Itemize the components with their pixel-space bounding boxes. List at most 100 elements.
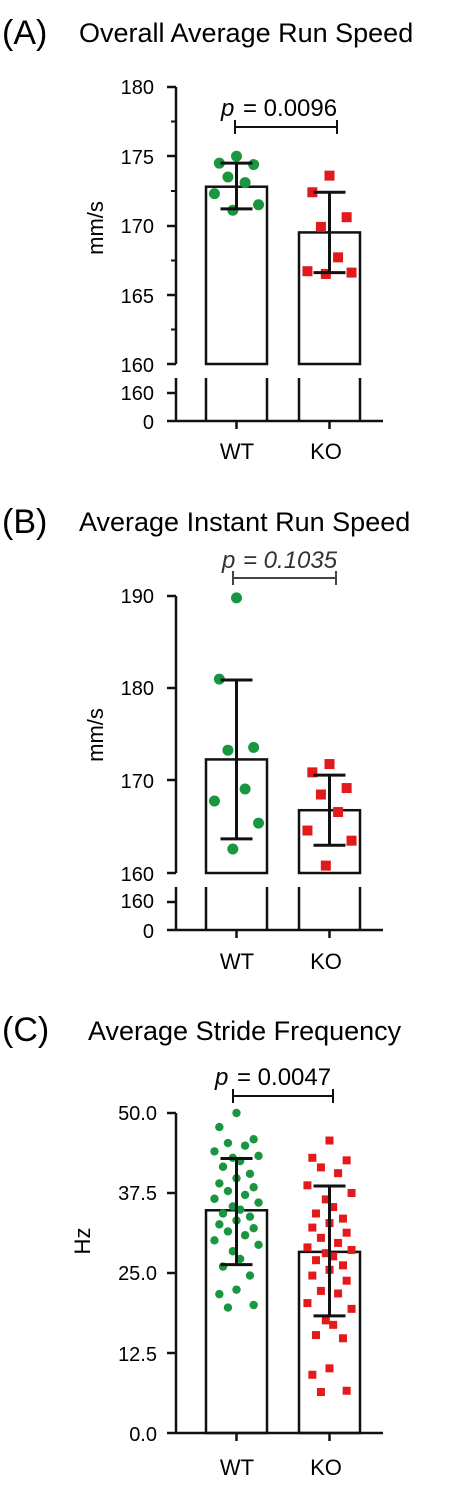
panel-c-y-axis-label: Hz (70, 1228, 95, 1255)
panel-b-point-wt (208, 795, 220, 807)
panel-c-point-ko (334, 1169, 343, 1178)
panel-c-point-wt (240, 1141, 250, 1150)
panel-c-point-ko (308, 1370, 317, 1379)
panel-b-point-ko (302, 825, 313, 836)
panel-c-point-ko (329, 1203, 338, 1212)
panel-b-ytick-label: 190 (121, 586, 154, 608)
panel-c-point-wt (254, 1198, 263, 1207)
panel-c-point-ko (334, 1238, 343, 1247)
panel-b-point-wt (231, 592, 242, 604)
panel-c-point-wt (223, 1227, 233, 1236)
panel-c-point-wt (232, 1108, 241, 1118)
panel-c-point-ko (338, 1261, 347, 1270)
panel-c-category-label: WT (220, 1455, 254, 1480)
panel-c-point-ko (342, 1156, 351, 1165)
panel-a: (A) Overall Average Run Speed mm/s p = 0… (2, 14, 413, 464)
panel-a-p-value: = 0.0096 (243, 95, 337, 122)
panel-b-category-label: KO (310, 949, 342, 974)
panel-a-point-ko (315, 221, 326, 232)
panel-c-point-wt (210, 1194, 219, 1203)
panel-c-point-ko (342, 1386, 351, 1395)
panel-a-ytick-label: 160 (121, 355, 154, 377)
panel-c-point-wt (215, 1179, 224, 1188)
panel-c-point-ko (342, 1276, 351, 1285)
panel-b-label: (B) (2, 503, 47, 541)
panel-c-point-ko (329, 1252, 338, 1261)
panel-b-point-wt (253, 817, 265, 829)
panel-c-point-ko (347, 1189, 356, 1197)
panel-c-point-ko (316, 1233, 325, 1242)
panel-c-point-ko (312, 1331, 321, 1340)
panel-b-ytick-label: 160 (121, 864, 154, 886)
panel-c-point-ko (321, 1195, 330, 1204)
panel-a-point-ko (341, 212, 352, 223)
panel-b-break-tick-label: 160 (121, 891, 154, 913)
panel-b-point-wt (213, 673, 225, 685)
panel-a-point-ko (346, 267, 357, 278)
panel-c-ytick-label: 50.0 (118, 1103, 157, 1125)
panel-b-p-label: p (221, 547, 235, 574)
panel-c-title: Average Stride Frequency (88, 1016, 402, 1046)
panel-c-point-wt (232, 1285, 241, 1294)
panel-a-break-tick-label: 160 (121, 383, 154, 405)
panel-c-point-ko (347, 1304, 356, 1313)
panel-b-point-wt (222, 744, 234, 756)
panel-a-title: Overall Average Run Speed (79, 18, 413, 48)
panel-c-point-ko (342, 1228, 351, 1237)
panel-a-point-ko (302, 266, 313, 277)
panel-c-point-wt (240, 1190, 250, 1200)
panel-c-point-wt (215, 1289, 224, 1299)
panel-b-point-ko (341, 783, 352, 794)
panel-a-point-wt (208, 188, 220, 200)
panel-c-point-ko (308, 1223, 317, 1232)
panel-a-ytick-label: 170 (121, 216, 154, 238)
panel-c-point-ko (308, 1153, 317, 1162)
panel-a-y-axis-label: mm/s (83, 201, 108, 255)
panel-b-title: Average Instant Run Speed (79, 507, 410, 537)
panel-c-point-ko (316, 1286, 325, 1295)
panel-c: (C) Average Stride Frequency Hz p = 0.00… (2, 1011, 402, 1480)
panel-a-point-ko (307, 187, 318, 198)
panel-c-point-ko (303, 1243, 312, 1252)
panel-c-ytick-label: 0.0 (129, 1424, 157, 1446)
panel-c-point-wt (235, 1254, 245, 1264)
panel-c-point-wt (254, 1240, 263, 1250)
panel-c-point-ko (303, 1299, 312, 1308)
panel-c-point-ko (338, 1214, 347, 1223)
panel-b-point-wt (227, 843, 239, 855)
panel-b-point-ko (320, 860, 331, 871)
panel-b-category-label: WT (220, 949, 254, 974)
panel-b-break-tick-label: 0 (143, 921, 154, 943)
panel-c-point-ko (325, 1136, 334, 1145)
panel-c-ytick-label: 25.0 (118, 1263, 157, 1285)
panel-c-point-wt (218, 1162, 228, 1171)
panel-c-point-ko (334, 1289, 343, 1298)
panel-b-ytick-label: 170 (121, 771, 154, 793)
panel-a-point-wt (222, 171, 234, 183)
panel-c-point-ko (308, 1271, 317, 1280)
panel-a-category-label: KO (310, 439, 342, 464)
panel-c-point-ko (338, 1334, 347, 1343)
panel-a-ytick-label: 180 (121, 77, 154, 99)
panel-c-point-wt (245, 1271, 255, 1280)
panel-a-point-wt (253, 199, 265, 211)
panel-c-point-wt (210, 1236, 219, 1245)
panel-a-ytick-label: 175 (121, 147, 154, 169)
panel-c-point-ko (347, 1245, 356, 1254)
panel-c-point-ko (321, 1316, 330, 1325)
panel-c-point-wt (228, 1247, 238, 1256)
panel-c-point-ko (316, 1163, 325, 1172)
panel-a-point-ko (324, 170, 335, 181)
panel-b-point-wt (248, 741, 260, 753)
panel-c-category-label: KO (310, 1455, 342, 1480)
panel-c-point-ko (303, 1181, 312, 1190)
panel-c-p-value: = 0.0047 (237, 1064, 331, 1091)
panel-c-point-wt (245, 1169, 255, 1179)
panel-a-point-wt (239, 177, 251, 189)
panel-c-point-wt (215, 1220, 224, 1229)
panel-c-point-ko (312, 1209, 321, 1218)
panel-c-point-wt (223, 1303, 233, 1312)
panel-c-point-wt (245, 1212, 255, 1221)
panel-c-ytick-label: 12.5 (118, 1344, 157, 1366)
